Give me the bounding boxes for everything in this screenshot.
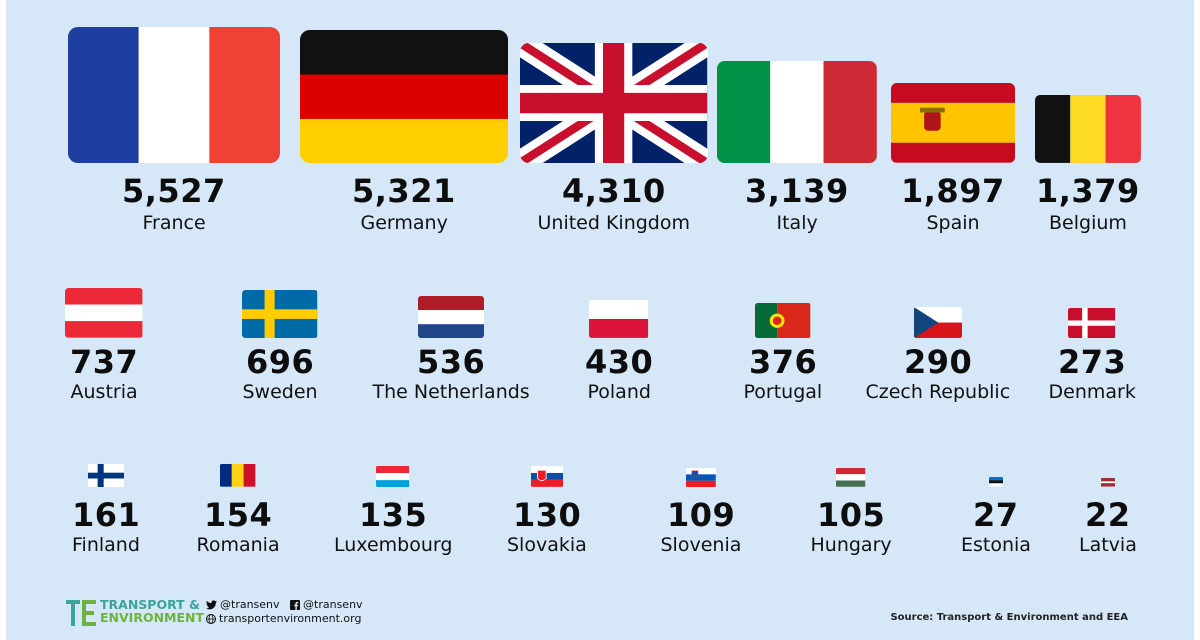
value-label: 109 (667, 496, 736, 534)
value-label: 105 (817, 496, 886, 534)
value-label: 3,139 (745, 172, 849, 210)
country-label: Latvia (1079, 534, 1137, 556)
website-url: transportenvironment.org (219, 612, 362, 625)
flag-austria-icon (65, 288, 143, 338)
social-links: @transenv @transenv transportenvironment… (206, 598, 363, 626)
value-label: 135 (359, 496, 428, 534)
infographic-canvas: 5,527 France 5,321 Germany 4,310 United King… (6, 0, 1194, 640)
value-label: 430 (585, 343, 654, 381)
facebook-handle: @transenv (303, 598, 363, 611)
flag-portugal-icon (755, 302, 811, 338)
flag-denmark-icon (1068, 307, 1116, 338)
country-label: Spain (926, 212, 980, 234)
logo-line-1: TRANSPORT & (100, 597, 200, 612)
value-label: 27 (973, 496, 1019, 534)
country-label: Germany (360, 212, 448, 234)
country-label: Portugal (743, 381, 823, 403)
value-label: 376 (749, 343, 818, 381)
country-label: Estonia (961, 534, 1031, 556)
facebook-icon (290, 600, 301, 610)
country-label: Czech Republic (865, 381, 1011, 403)
country-label: Poland (587, 381, 651, 403)
website-link[interactable]: transportenvironment.org (206, 612, 361, 625)
flag-sweden-icon (242, 289, 318, 338)
country-label: Finland (72, 534, 140, 556)
country-label: Sweden (242, 381, 318, 403)
value-label: 5,321 (352, 172, 456, 210)
value-label: 536 (417, 343, 486, 381)
twitter-link[interactable]: @transenv (206, 598, 283, 611)
value-label: 130 (513, 496, 582, 534)
facebook-link[interactable]: @transenv (290, 598, 363, 611)
value-label: 1,379 (1036, 172, 1140, 210)
flag-uk-icon (520, 42, 708, 163)
country-label: Denmark (1048, 381, 1136, 403)
country-label: Italy (776, 212, 818, 234)
value-label: 290 (904, 343, 973, 381)
flag-romania-icon (220, 464, 256, 487)
value-label: 161 (72, 496, 141, 534)
value-label: 4,310 (562, 172, 666, 210)
value-label: 696 (246, 343, 315, 381)
value-label: 22 (1085, 496, 1131, 534)
value-label: 1,897 (901, 172, 1005, 210)
flag-finland-icon (87, 463, 125, 487)
flag-france-icon (68, 27, 280, 163)
value-label: 737 (70, 343, 139, 381)
country-label: Romania (196, 534, 280, 556)
flag-estonia-icon (988, 477, 1004, 487)
country-label: Luxembourg (334, 534, 453, 556)
flag-czech-icon (913, 306, 963, 338)
country-label: United Kingdom (537, 212, 691, 234)
country-label: France (142, 212, 206, 234)
country-label: The Netherlands (372, 381, 530, 403)
value-label: 273 (1058, 343, 1127, 381)
country-label: Hungary (810, 534, 892, 556)
flag-italy-icon (717, 60, 877, 163)
flag-luxembourg-icon (376, 465, 410, 487)
flag-slovakia-icon (530, 466, 564, 487)
flag-latvia-icon (1101, 478, 1115, 487)
flag-spain-icon (890, 83, 1016, 163)
flag-netherlands-icon (417, 295, 484, 338)
country-label: Belgium (1049, 212, 1127, 234)
value-label: 154 (204, 496, 273, 534)
te-logo-icon (66, 600, 96, 626)
flag-belgium-icon (1035, 95, 1141, 163)
country-label: Slovenia (660, 534, 742, 556)
twitter-handle: @transenv (220, 598, 280, 611)
logo-text: TRANSPORT & ENVIRONMENT (100, 598, 204, 624)
globe-icon (206, 614, 216, 624)
flag-germany-icon (299, 29, 508, 163)
country-label: Austria (70, 381, 138, 403)
flag-poland-icon (589, 300, 649, 338)
twitter-icon (206, 600, 217, 610)
logo-line-2: ENVIRONMENT (100, 610, 205, 625)
flag-hungary-icon (836, 468, 866, 487)
value-label: 5,527 (122, 172, 226, 210)
source-note: Source: Transport & Environment and EEA (890, 612, 1128, 623)
flag-slovenia-icon (686, 467, 716, 487)
country-label: Slovakia (507, 534, 587, 556)
